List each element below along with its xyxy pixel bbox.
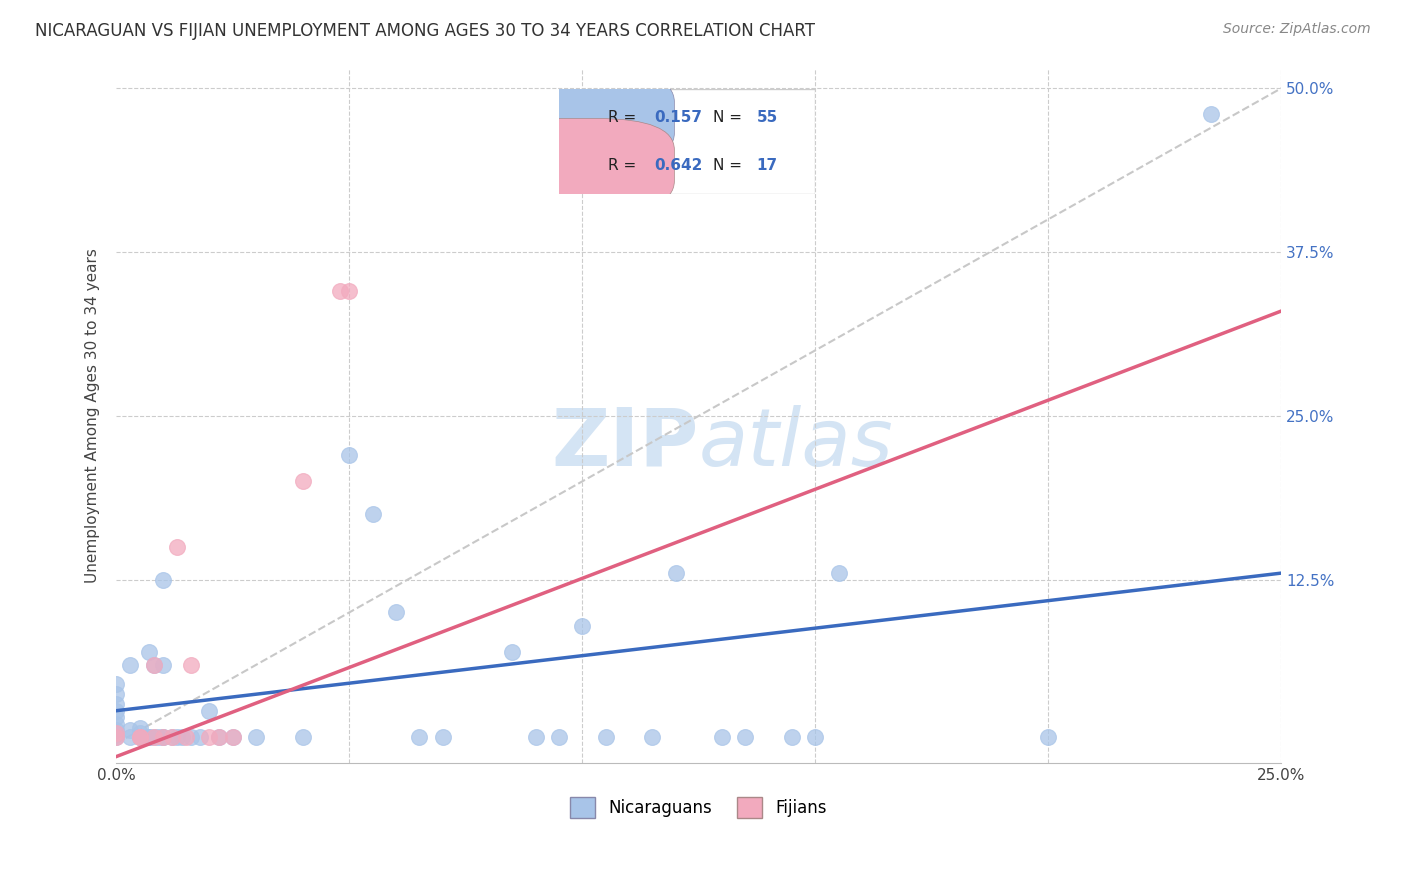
Point: [329, 285, 352, 299]
Point: [180, 730, 202, 744]
Point: [641, 730, 664, 744]
Point: [152, 730, 174, 744]
Text: ZIP: ZIP: [551, 405, 699, 483]
Point: [138, 645, 160, 659]
Point: [128, 730, 150, 744]
Point: [664, 566, 686, 580]
Point: [198, 704, 221, 718]
Point: [337, 448, 360, 462]
Point: [170, 730, 193, 744]
Point: [780, 730, 803, 744]
Point: [595, 730, 617, 744]
Point: [120, 730, 142, 744]
Point: [152, 573, 174, 587]
Point: [548, 730, 571, 744]
Point: [804, 730, 827, 744]
Point: [166, 730, 188, 744]
Point: [160, 730, 183, 744]
Point: [142, 657, 165, 672]
Text: atlas: atlas: [699, 405, 894, 483]
Point: [138, 730, 160, 744]
Y-axis label: Unemployment Among Ages 30 to 34 years: Unemployment Among Ages 30 to 34 years: [86, 248, 100, 583]
Point: [120, 657, 142, 672]
Point: [128, 726, 150, 740]
Point: [105, 704, 128, 718]
Point: [120, 723, 142, 738]
Point: [142, 730, 165, 744]
Point: [734, 730, 756, 744]
Point: [208, 730, 231, 744]
Point: [291, 475, 314, 489]
Point: [222, 730, 245, 744]
Point: [105, 687, 128, 701]
Point: [152, 730, 174, 744]
Point: [105, 726, 128, 740]
Point: [198, 730, 221, 744]
Point: [291, 730, 314, 744]
Point: [128, 730, 150, 744]
Point: [105, 697, 128, 711]
Point: [105, 730, 128, 744]
Point: [128, 730, 150, 744]
Point: [827, 566, 849, 580]
Point: [1038, 730, 1060, 744]
Text: NICARAGUAN VS FIJIAN UNEMPLOYMENT AMONG AGES 30 TO 34 YEARS CORRELATION CHART: NICARAGUAN VS FIJIAN UNEMPLOYMENT AMONG …: [35, 22, 815, 40]
Point: [152, 657, 174, 672]
Legend: Nicaraguans, Fijians: Nicaraguans, Fijians: [564, 790, 834, 824]
Point: [408, 730, 430, 744]
Point: [188, 730, 211, 744]
Point: [180, 657, 202, 672]
Point: [571, 618, 593, 632]
Point: [337, 285, 360, 299]
Point: [222, 730, 245, 744]
Point: [524, 730, 547, 744]
Point: [1201, 107, 1223, 121]
Point: [174, 730, 197, 744]
Point: [245, 730, 267, 744]
Point: [432, 730, 454, 744]
Point: [152, 730, 174, 744]
Point: [142, 657, 165, 672]
Point: [166, 540, 188, 554]
Point: [208, 730, 231, 744]
Point: [105, 710, 128, 724]
Point: [128, 721, 150, 735]
Point: [142, 730, 165, 744]
Point: [128, 730, 150, 744]
Point: [128, 730, 150, 744]
Point: [148, 730, 170, 744]
Point: [361, 507, 384, 521]
Point: [138, 730, 160, 744]
Point: [105, 730, 128, 744]
Text: Source: ZipAtlas.com: Source: ZipAtlas.com: [1223, 22, 1371, 37]
Point: [105, 677, 128, 691]
Point: [160, 730, 183, 744]
Point: [105, 723, 128, 738]
Point: [711, 730, 734, 744]
Point: [105, 716, 128, 731]
Point: [385, 606, 408, 620]
Point: [501, 645, 523, 659]
